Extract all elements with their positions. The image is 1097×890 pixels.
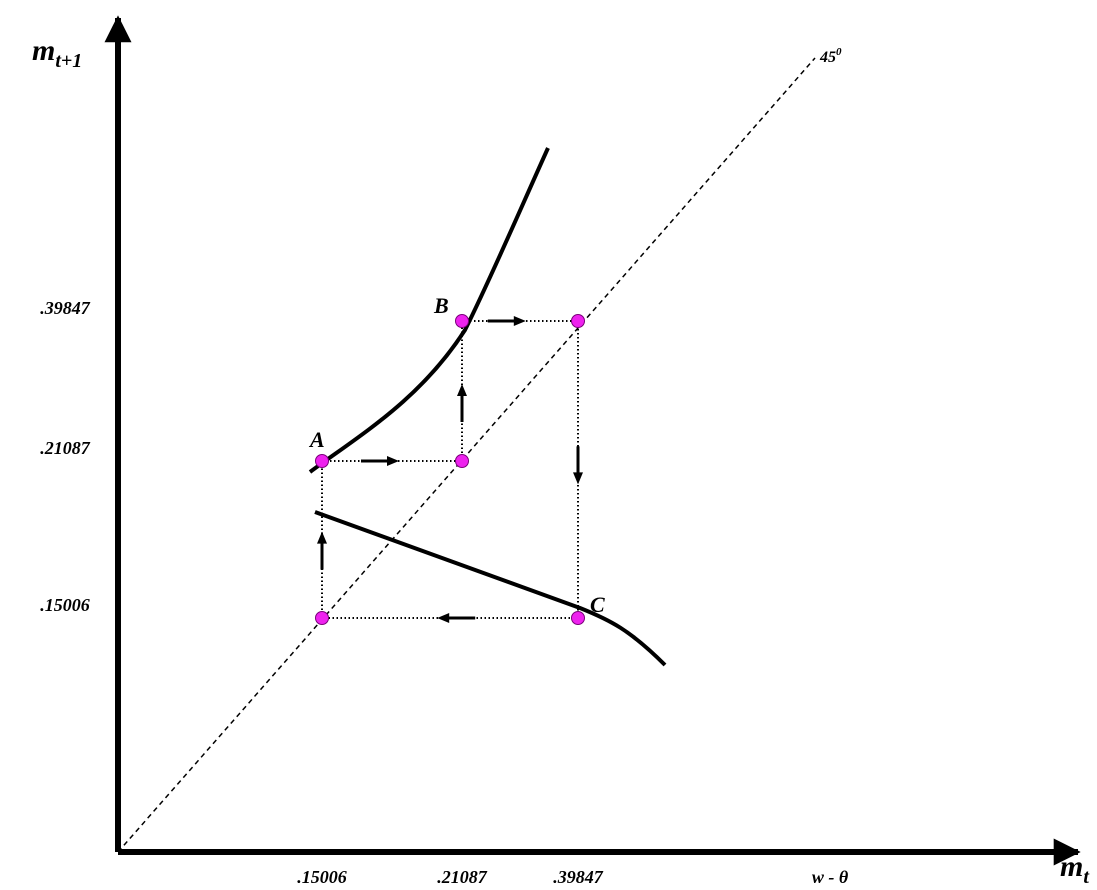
point-b: [455, 314, 469, 328]
point-label-b: B: [433, 293, 449, 318]
tick-labels: .15006 .21087 .39847 .15006 .21087 .39847: [40, 298, 604, 887]
cobweb-cycle: [321, 320, 579, 619]
point-a: [315, 454, 329, 468]
point-label-c: C: [590, 592, 605, 617]
x-tick-label: .21087: [437, 867, 488, 887]
y-tick-label: .15006: [40, 595, 90, 615]
y-axis-title-main: m: [32, 34, 55, 67]
y-axis-title-sub: t+1: [55, 50, 82, 72]
cycle-arrow-head: [573, 472, 583, 485]
diagonal-45-line: [117, 57, 816, 853]
diagonal-label: 450: [819, 46, 842, 66]
cycle-point: [315, 611, 329, 625]
point-c: [571, 611, 585, 625]
diagonal-label-main: 45: [819, 49, 836, 66]
cycle-arrow-head: [387, 456, 399, 466]
diagonal-label-sup: 0: [836, 46, 842, 58]
y-axis-title: mt+1: [32, 34, 82, 72]
point-label-a: A: [308, 427, 325, 452]
cycle-arrow-head: [317, 531, 327, 544]
cycle-arrow-head: [457, 384, 467, 396]
x-extra-label: w - θ: [812, 867, 849, 887]
cycle-points: A B C: [308, 293, 605, 625]
y-tick-label: .21087: [40, 438, 91, 458]
y-tick-label: .39847: [40, 298, 91, 318]
x-axis-title: mt: [1060, 850, 1090, 888]
cycle-arrow-head: [437, 613, 450, 623]
x-axis-title-sub: t: [1083, 866, 1090, 888]
x-tick-label: .39847: [553, 867, 604, 887]
cycle-arrows: [317, 316, 583, 623]
x-axis-title-main: m: [1060, 850, 1083, 883]
x-tick-label: .15006: [297, 867, 347, 887]
upper-branch-curve: [308, 147, 550, 474]
cycle-point: [455, 454, 469, 468]
lower-branch-curve: [314, 510, 667, 667]
cycle-point: [571, 314, 585, 328]
cycle-arrow-head: [513, 316, 526, 326]
